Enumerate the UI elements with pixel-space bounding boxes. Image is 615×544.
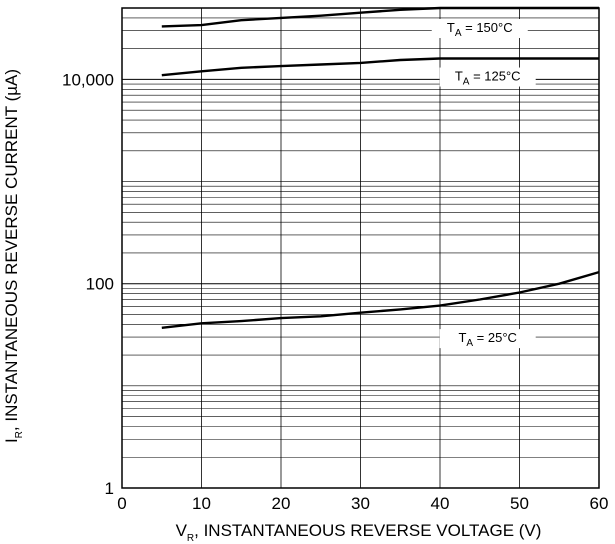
- y-tick-label: 100: [86, 275, 114, 294]
- x-tick-label: 40: [431, 494, 450, 513]
- x-tick-label: 50: [510, 494, 529, 513]
- x-tick-label: 10: [192, 494, 211, 513]
- x-tick-label: 30: [351, 494, 370, 513]
- series-label-2: TA = 25°C: [440, 329, 536, 349]
- x-tick-label: 0: [117, 494, 126, 513]
- series-layer: [162, 8, 599, 328]
- series-line-2: [162, 272, 599, 328]
- x-tick-label: 60: [590, 494, 609, 513]
- series-label-1: TA = 125°C: [440, 68, 536, 88]
- series-label-0: TA = 150°C: [432, 19, 528, 39]
- y-tick-label: 10,000: [62, 70, 114, 89]
- x-tick-label: 20: [272, 494, 291, 513]
- y-tick-label: 1: [105, 479, 114, 498]
- y-axis-label: IR, INSTANTANEOUS REVERSE CURRENT (µA): [2, 69, 25, 443]
- series-line-0: [162, 8, 599, 26]
- x-axis-label: VR, INSTANTANEOUS REVERSE VOLTAGE (V): [176, 521, 542, 544]
